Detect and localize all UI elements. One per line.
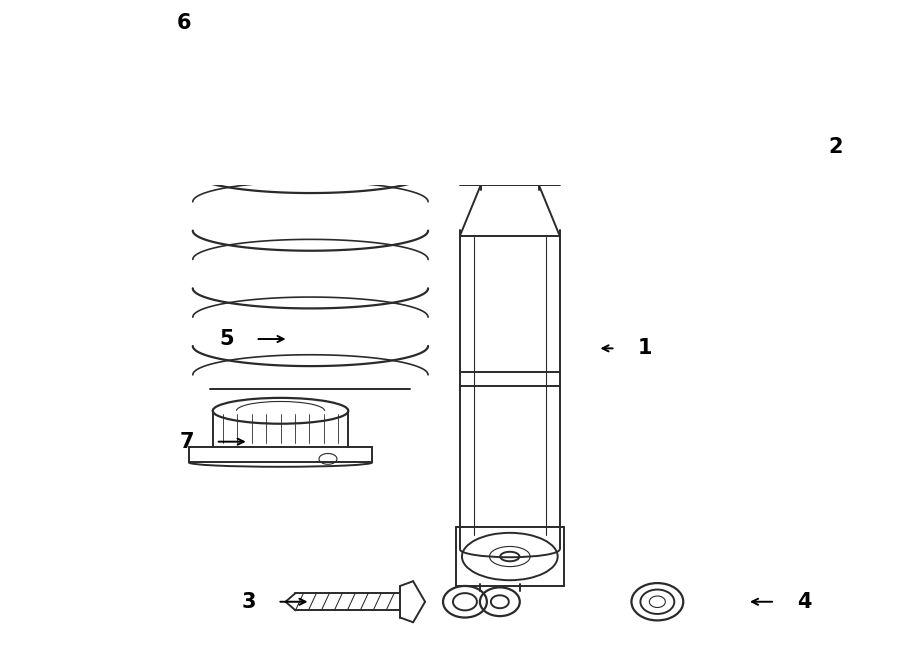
- Text: 3: 3: [241, 592, 256, 612]
- Text: 6: 6: [176, 13, 191, 33]
- Text: 1: 1: [637, 338, 652, 358]
- Text: 4: 4: [796, 592, 812, 612]
- Text: 2: 2: [829, 137, 843, 158]
- Text: 7: 7: [179, 432, 194, 451]
- Text: 5: 5: [219, 329, 234, 349]
